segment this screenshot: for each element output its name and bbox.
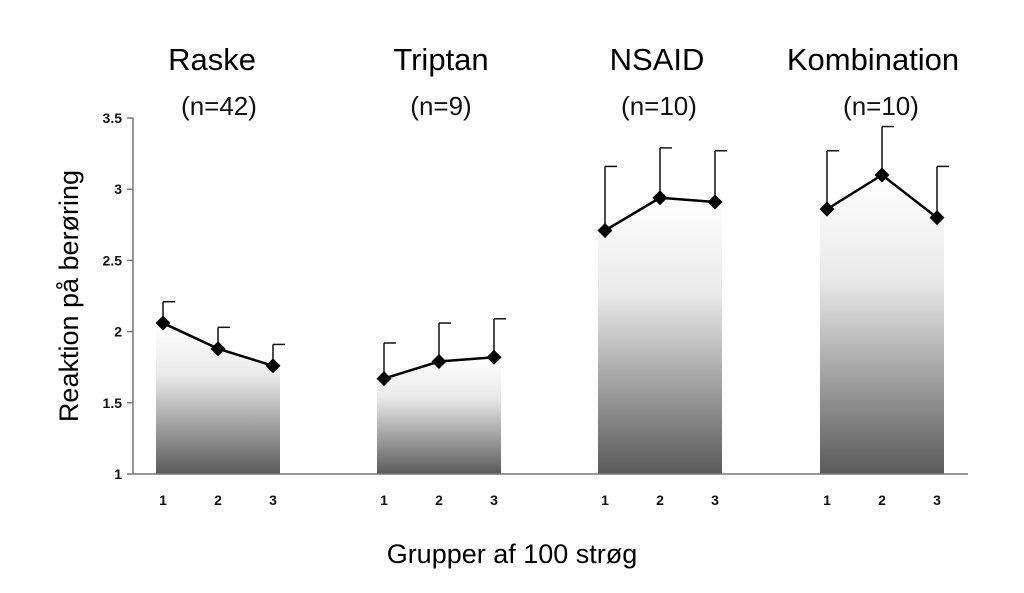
x-tick-label: 2 [435,492,443,508]
group-n-label: (n=10) [843,91,919,121]
data-point [155,315,171,331]
group-title: Raske [168,42,256,77]
data-point [431,354,447,370]
x-ticks: 1 2 3 1 2 3 1 2 3 1 2 3 [159,492,941,508]
axes [132,118,968,475]
data-point [707,194,723,210]
data-point [652,190,668,206]
data-point [597,222,613,238]
y-tick-label: 2 [114,324,122,340]
y-tick-label: 3 [114,181,122,197]
group-title: Triptan [393,42,488,77]
data-points [155,167,945,387]
x-tick-label: 2 [878,492,886,508]
x-tick-label: 2 [214,492,222,508]
data-point [486,349,502,365]
y-axis-label: Reaktion på berøring [54,170,84,422]
group-titles: Raske (n=42) Triptan (n=9) NSAID (n=10) Kombin… [168,42,959,121]
data-point [265,358,281,374]
group-n-label: (n=10) [621,91,697,121]
data-point [874,167,890,183]
y-tick-label: 2.5 [103,252,123,268]
area-fill [377,357,501,474]
data-point [210,341,226,357]
x-axis-label: Grupper af 100 strøg [387,539,638,569]
y-tick-label: 1.5 [103,395,123,411]
x-tick-label: 1 [380,492,388,508]
x-tick-label: 3 [711,492,719,508]
x-tick-label: 1 [601,492,609,508]
x-tick-label: 1 [823,492,831,508]
group-title: Kombination [787,42,959,77]
data-point [376,371,392,387]
data-point [929,210,945,226]
area-fill [156,323,280,474]
x-tick-label: 2 [656,492,664,508]
area-fill [598,197,722,474]
y-ticks: 1 1.5 2 2.5 3 3.5 [103,110,133,482]
area-fills [156,174,944,474]
group-n-label: (n=9) [410,91,471,121]
data-point [819,201,835,217]
group-title: NSAID [610,42,705,77]
area-fill [820,174,944,474]
y-tick-label: 1 [114,466,122,482]
x-tick-label: 3 [269,492,277,508]
y-tick-label: 3.5 [103,110,123,126]
x-tick-label: 3 [933,492,941,508]
x-tick-label: 3 [490,492,498,508]
x-tick-label: 1 [159,492,167,508]
group-n-label: (n=42) [181,91,257,121]
